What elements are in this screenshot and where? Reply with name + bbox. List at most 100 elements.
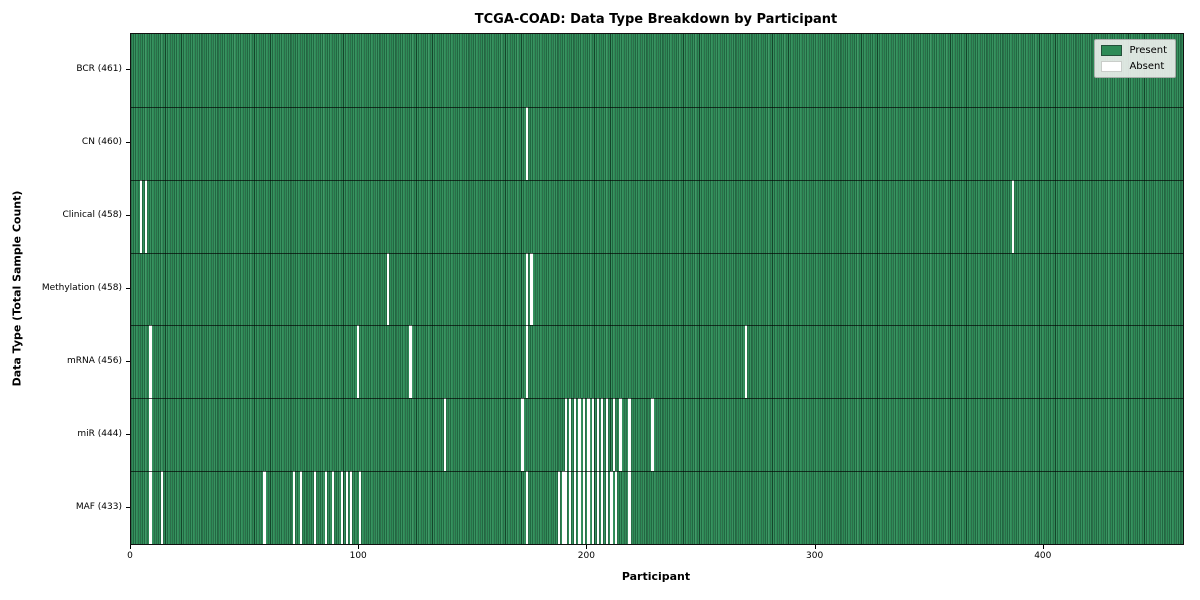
legend-label-absent: Absent (1129, 61, 1165, 72)
heatmap-row-MAF (131, 471, 1183, 544)
absent-cell (596, 471, 599, 544)
legend-entry-absent: Absent (1101, 61, 1167, 72)
absent-cell (144, 179, 147, 253)
absent-cell (340, 471, 344, 544)
absent-cell (521, 398, 524, 472)
x-tick-label-100: 100 (349, 551, 367, 561)
absent-swatch-icon (1101, 61, 1123, 72)
row-separator (131, 179, 1183, 181)
legend-label-present: Present (1129, 45, 1167, 56)
absent-cell (573, 398, 576, 472)
absent-cell (605, 471, 608, 544)
absent-cell (1011, 179, 1015, 253)
x-tick-label-300: 300 (806, 551, 824, 561)
x-tick-mark (1042, 545, 1044, 549)
absent-cell (293, 471, 296, 544)
absent-cell (564, 398, 567, 472)
absent-cell (149, 398, 152, 472)
absent-cell (601, 471, 604, 544)
absent-cell (587, 471, 590, 544)
absent-cell (525, 325, 529, 399)
y-tick-mark (126, 215, 130, 217)
absent-cell (263, 471, 266, 544)
y-tick-label-miR: miR (444) (77, 428, 122, 439)
y-tick-label-MAF: MAF (433) (75, 501, 122, 512)
y-tick-mark (126, 69, 130, 71)
absent-cell (587, 398, 590, 472)
y-tick-label-mRNA: mRNA (456) (67, 355, 122, 366)
x-tick-mark (358, 545, 360, 549)
row-separator (131, 106, 1183, 108)
absent-cell (605, 398, 608, 472)
absent-cell (299, 471, 303, 544)
x-tick-label-400: 400 (1034, 551, 1052, 561)
absent-cell (582, 398, 586, 472)
absent-cell (530, 252, 533, 326)
y-tick-mark (126, 142, 130, 144)
absent-cell (610, 471, 613, 544)
absent-cell (564, 471, 567, 544)
heatmap-row-CN (131, 106, 1183, 180)
absent-cell (591, 398, 595, 472)
absent-cell (651, 398, 654, 472)
absent-cell (350, 471, 353, 544)
absent-cell (569, 471, 572, 544)
y-tick-label-CN: CN (460) (81, 137, 122, 148)
y-tick-mark (126, 506, 130, 508)
chart-title: TCGA-COAD: Data Type Breakdown by Partic… (474, 12, 838, 27)
row-separator (131, 325, 1183, 327)
absent-cell (313, 471, 316, 544)
absent-cell (525, 252, 529, 326)
row-separator (131, 398, 1183, 400)
x-tick-mark (130, 545, 131, 549)
absent-cell (324, 471, 328, 544)
y-tick-label-BCR: BCR (461) (76, 64, 122, 75)
y-tick-mark (126, 288, 130, 289)
absent-cell (409, 325, 412, 399)
y-tick-label-Methylation: Methylation (458) (41, 283, 122, 293)
absent-cell (525, 106, 529, 180)
absent-cell (591, 471, 595, 544)
absent-cell (628, 398, 631, 472)
absent-cell (443, 398, 446, 472)
heatmap-row-miR (131, 398, 1183, 472)
absent-cell (578, 398, 581, 472)
y-tick-label-Clinical: Clinical (458) (62, 210, 122, 221)
absent-cell (744, 325, 748, 399)
y-tick-mark (126, 433, 130, 435)
legend: Present Absent (1094, 39, 1176, 78)
absent-cell (562, 471, 565, 544)
absent-cell (628, 471, 631, 544)
legend-entry-present: Present (1101, 45, 1167, 56)
heatmap-row-Clinical (131, 179, 1183, 253)
heatmap-row-BCR (131, 34, 1183, 107)
absent-cell (569, 398, 572, 472)
heatmap-row-Methylation (131, 252, 1183, 326)
x-axis-label: Participant (621, 570, 691, 583)
absent-cell (331, 471, 335, 544)
row-separator (131, 471, 1183, 473)
absent-cell (359, 471, 362, 544)
row-separator (131, 252, 1183, 254)
absent-cell (149, 325, 152, 399)
absent-cell (601, 398, 604, 472)
x-tick-label-200: 200 (577, 551, 595, 561)
absent-cell (596, 398, 599, 472)
absent-cell (612, 398, 615, 472)
absent-cell (573, 471, 576, 544)
absent-cell (386, 252, 389, 326)
heatmap-plot-area (130, 33, 1184, 545)
present-swatch-icon (1101, 45, 1123, 56)
absent-cell (356, 325, 360, 399)
absent-cell (140, 179, 143, 253)
absent-cell (345, 471, 348, 544)
absent-cell (619, 398, 622, 472)
absent-cell (614, 471, 618, 544)
absent-cell (525, 471, 529, 544)
heatmap-row-mRNA (131, 325, 1183, 399)
x-tick-mark (814, 545, 816, 549)
absent-cell (557, 471, 560, 544)
absent-cell (578, 471, 581, 544)
absent-cell (149, 471, 152, 544)
